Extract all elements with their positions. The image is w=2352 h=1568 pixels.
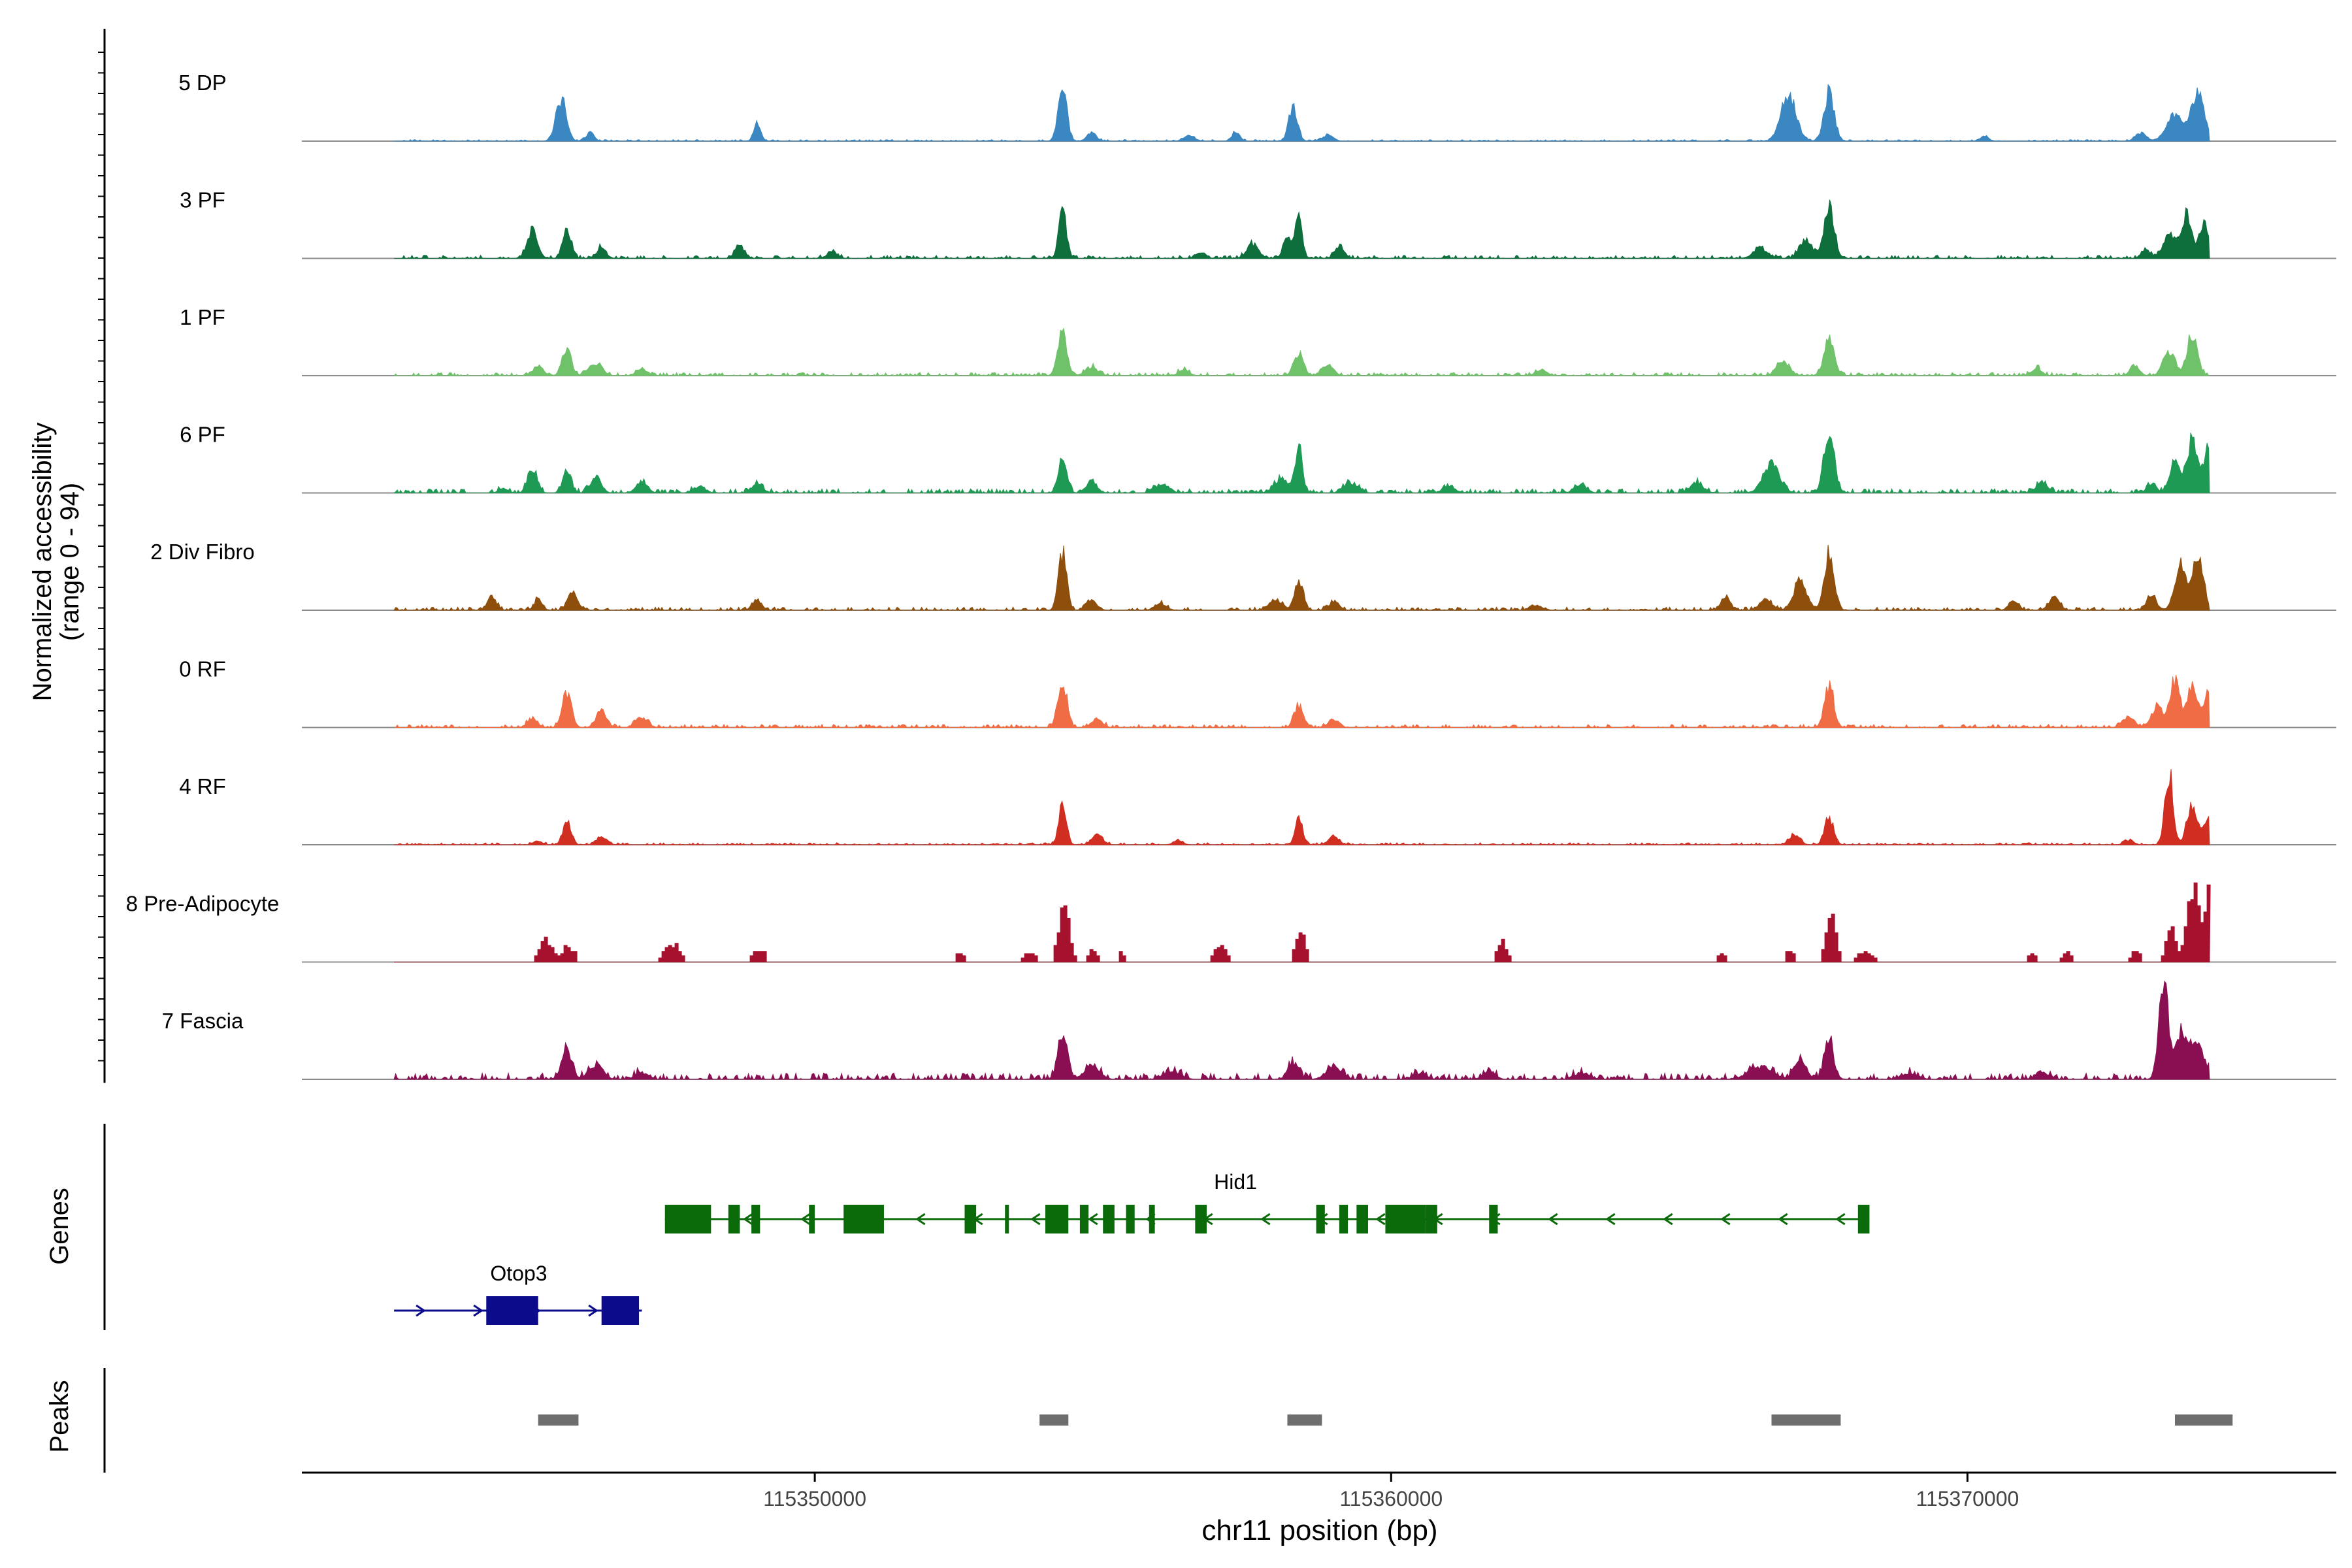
gene-exon xyxy=(1339,1205,1348,1233)
strand-arrow xyxy=(1720,1213,1731,1226)
track-label: 0 RF xyxy=(179,657,226,681)
strand-arrow xyxy=(1663,1213,1673,1226)
strand-arrow xyxy=(1605,1213,1616,1226)
strand-arrow xyxy=(1030,1213,1041,1226)
x-axis-tick-label: 115360000 xyxy=(1339,1487,1443,1511)
gene-exon xyxy=(664,1205,711,1233)
gene-exon xyxy=(1857,1205,1870,1233)
strand-arrow xyxy=(473,1304,483,1317)
gene-exon xyxy=(486,1296,538,1325)
coverage-track: 4 RF xyxy=(179,769,2336,845)
peaks-panel-label: Peaks xyxy=(45,1380,74,1452)
track-label: 6 PF xyxy=(180,423,225,447)
gene-exon xyxy=(843,1205,884,1233)
track-label: 8 Pre-Adipocyte xyxy=(126,892,280,916)
gene-exon xyxy=(1356,1205,1368,1233)
gene-exon xyxy=(1426,1205,1437,1233)
coverage-track: 8 Pre-Adipocyte xyxy=(126,882,2336,963)
coverage-area xyxy=(393,433,2210,494)
strand-arrow xyxy=(1778,1213,1788,1226)
x-axis: 115350000 115360000 115370000 xyxy=(98,29,2336,1511)
strand-arrow xyxy=(743,1213,753,1226)
track-label: 2 Div Fibro xyxy=(150,540,255,564)
x-axis-tick-label: 115350000 xyxy=(763,1487,866,1511)
gene-model: Otop3 xyxy=(394,1262,642,1325)
gene-exon xyxy=(1079,1205,1089,1233)
strand-arrow xyxy=(1088,1213,1098,1226)
peak-region xyxy=(538,1414,579,1426)
coverage-track: 0 RF xyxy=(179,657,2336,728)
gene-exon xyxy=(964,1205,977,1233)
peak-region xyxy=(1039,1414,1069,1426)
strand-arrow xyxy=(1375,1213,1386,1226)
gene-exon xyxy=(1005,1205,1009,1233)
coverage-track: 2 Div Fibro xyxy=(150,540,2336,612)
strand-arrow xyxy=(588,1304,598,1317)
coverage-area xyxy=(394,882,2211,962)
gene-exon xyxy=(1316,1205,1325,1233)
gene-model: Hid1 xyxy=(664,1170,1870,1233)
y-axis-label-line2: (range 0 - 94) xyxy=(56,483,84,641)
track-label: 1 PF xyxy=(180,305,225,329)
coverage-track: 5 DP xyxy=(178,71,2336,142)
coverage-track: 1 PF xyxy=(180,305,2336,376)
gene-exon xyxy=(1195,1205,1207,1233)
coverage-area xyxy=(393,980,2210,1081)
gene-exon xyxy=(728,1205,740,1233)
peak-track xyxy=(103,1368,2233,1473)
coverage-track: 3 PF xyxy=(180,188,2336,259)
coverage-area xyxy=(394,84,2210,142)
strand-arrow xyxy=(416,1304,426,1317)
gene-track: Hid1 Otop3 xyxy=(103,1124,1870,1330)
genes-panel-label: Genes xyxy=(45,1188,74,1265)
strand-arrow xyxy=(1548,1213,1558,1226)
x-axis-title: chr11 position (bp) xyxy=(1201,1514,1437,1546)
gene-exon xyxy=(1149,1205,1155,1233)
coverage-area xyxy=(394,199,2210,259)
strand-arrow xyxy=(1835,1213,1846,1226)
track-label: 5 DP xyxy=(178,71,226,95)
strand-arrow xyxy=(915,1213,926,1226)
peak-region xyxy=(1771,1414,1841,1426)
gene-exon xyxy=(751,1205,760,1233)
gene-exon xyxy=(809,1205,815,1233)
track-label: 4 RF xyxy=(179,774,226,798)
x-axis-tick-label: 115370000 xyxy=(1916,1487,2019,1511)
track-label: 3 PF xyxy=(180,188,225,212)
gene-exon xyxy=(1489,1205,1498,1233)
gene-name-label: Hid1 xyxy=(1214,1170,1257,1194)
gene-exon xyxy=(1126,1205,1135,1233)
coverage-area xyxy=(394,769,2210,845)
gene-exon xyxy=(1045,1205,1069,1233)
gene-name-label: Otop3 xyxy=(490,1262,547,1285)
peak-region xyxy=(1287,1414,1322,1426)
strand-arrow xyxy=(800,1213,811,1226)
gene-exon xyxy=(1103,1205,1115,1233)
coverage-track: 7 Fascia xyxy=(162,980,2336,1081)
strand-arrow xyxy=(1260,1213,1271,1226)
peak-region xyxy=(2174,1414,2233,1426)
coverage-track: 6 PF xyxy=(180,423,2336,494)
coverage-area xyxy=(393,327,2210,376)
coverage-area xyxy=(394,675,2210,728)
coverage-area xyxy=(393,545,2210,612)
gene-exon xyxy=(1385,1205,1426,1233)
coverage-tracks: 5 DP 3 PF 1 PF 6 PF 2 Div Fibro 0 RF 4 RF 8 Pre… xyxy=(126,71,2336,1081)
y-axis-label-line1: Normalized accessibility xyxy=(28,423,57,702)
gene-exon xyxy=(601,1296,640,1325)
track-label: 7 Fascia xyxy=(162,1009,244,1033)
